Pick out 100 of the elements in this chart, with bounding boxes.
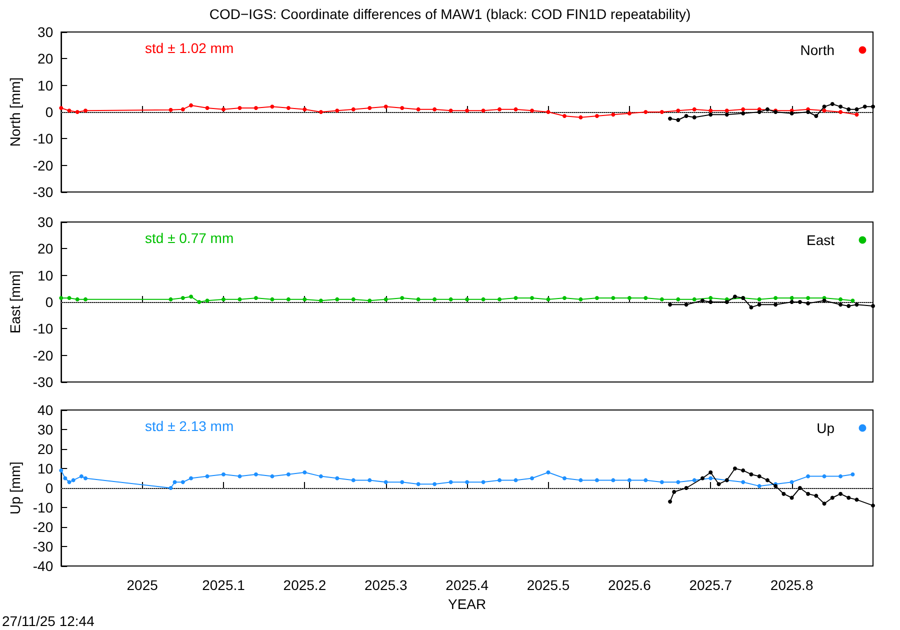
point (498, 297, 502, 302)
y-tick-label: 20 (38, 441, 54, 457)
point (806, 296, 810, 300)
point (286, 297, 290, 302)
point (611, 112, 616, 117)
point (578, 115, 583, 120)
point (838, 104, 843, 109)
x-tick-label: 2025.4 (446, 577, 489, 593)
point (238, 106, 242, 110)
y-tick-label: -20 (32, 347, 54, 364)
point (806, 110, 810, 114)
point (286, 106, 290, 110)
point (660, 480, 664, 484)
point (384, 480, 388, 484)
point (530, 296, 534, 300)
point (692, 107, 696, 112)
point (732, 466, 737, 470)
point (806, 301, 810, 306)
point (286, 472, 290, 476)
point (546, 470, 550, 474)
y-axis-title: Up [mm] (7, 462, 23, 514)
point (627, 296, 632, 300)
point (384, 297, 388, 302)
point (644, 110, 648, 114)
point (172, 480, 177, 484)
point (676, 297, 680, 302)
point (270, 297, 274, 302)
annotation: std ± 1.02 mm (145, 40, 234, 56)
chart-title: COD−IGS: Coordinate differences of MAW1 (black: COD FIN1D repeatability) (209, 6, 691, 22)
x-tick-label: 2025.7 (689, 577, 732, 593)
legend-label: East (806, 232, 835, 248)
point (782, 492, 786, 496)
point (368, 298, 372, 303)
point (465, 480, 470, 484)
point (514, 478, 518, 482)
point (708, 476, 713, 480)
point (448, 297, 453, 302)
y-tick-label: 0 (45, 104, 54, 120)
point (197, 300, 202, 304)
point (498, 478, 502, 482)
point (774, 296, 778, 300)
point (189, 294, 194, 299)
point (830, 496, 834, 500)
point (222, 472, 226, 476)
point (790, 300, 794, 304)
point (684, 486, 688, 490)
point (79, 474, 84, 478)
point (830, 102, 834, 106)
point (562, 114, 566, 118)
point (481, 480, 486, 484)
point (660, 297, 664, 302)
point (838, 297, 843, 302)
point (757, 484, 762, 488)
point (724, 300, 729, 304)
y-tick-label: -20 (32, 157, 54, 174)
point (180, 296, 185, 300)
point (546, 110, 550, 114)
point (205, 106, 210, 110)
point (757, 474, 762, 478)
point (432, 107, 437, 112)
point (238, 474, 242, 478)
point (400, 480, 404, 484)
point (692, 297, 696, 302)
point (416, 297, 420, 302)
point (790, 111, 794, 116)
annotation: std ± 0.77 mm (145, 230, 234, 246)
point (59, 296, 64, 300)
point (708, 112, 713, 117)
point (205, 474, 210, 478)
point (384, 104, 388, 109)
point (790, 496, 794, 500)
point (335, 476, 340, 480)
point (871, 504, 875, 508)
point (862, 104, 867, 109)
point (692, 115, 696, 120)
y-tick-label: 10 (38, 77, 54, 94)
point (83, 108, 88, 113)
point (732, 294, 737, 299)
point (67, 108, 72, 113)
point (168, 297, 173, 302)
point (684, 302, 688, 307)
point (432, 482, 437, 486)
point (846, 304, 851, 308)
point (611, 296, 616, 300)
point (741, 468, 746, 472)
point (668, 116, 672, 121)
point (168, 108, 173, 112)
point (660, 110, 664, 114)
point (850, 298, 855, 303)
point (465, 108, 470, 113)
x-axis-title: YEAR (448, 596, 486, 612)
point (854, 498, 859, 502)
point (838, 302, 843, 307)
y-tick-label: -10 (32, 320, 54, 337)
point (700, 476, 705, 480)
point (708, 108, 713, 113)
point (270, 474, 274, 478)
point (846, 496, 851, 500)
point (530, 476, 534, 480)
point (757, 302, 762, 307)
